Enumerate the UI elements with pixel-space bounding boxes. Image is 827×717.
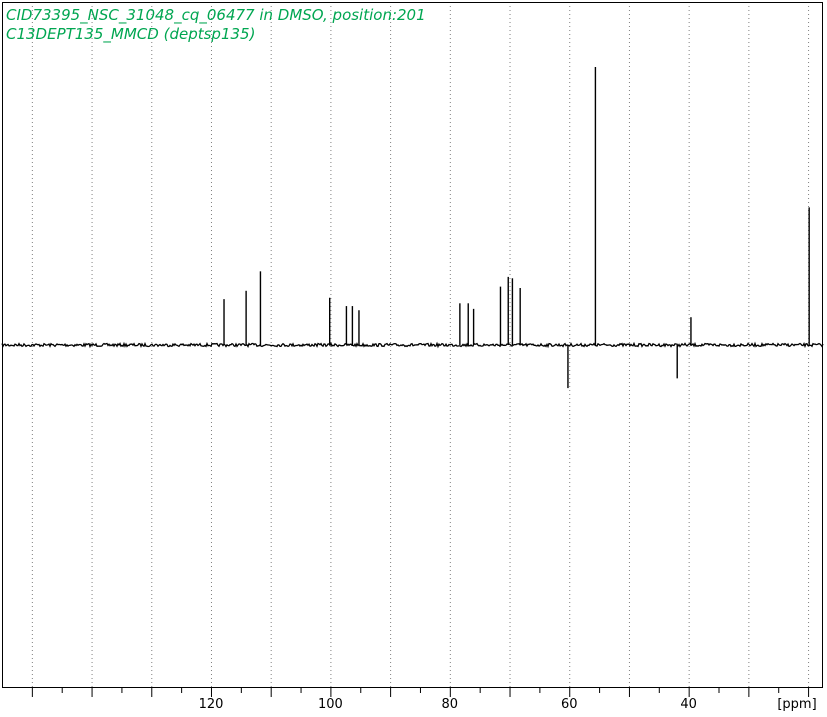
x-tick-label-80: 80 xyxy=(442,697,459,712)
spectrum-baseline xyxy=(1,341,824,349)
x-tick-label-120: 120 xyxy=(199,697,224,712)
plot-frame xyxy=(2,2,823,688)
x-tick-label-100: 100 xyxy=(318,697,343,712)
chart-title: CID73395_NSC_31048_cq_06477 in DMSO, pos… xyxy=(6,6,426,24)
x-tick-label-40: 40 xyxy=(680,697,697,712)
spectrum-trace xyxy=(1,67,824,389)
chart-subtitle: C13DEPT135_MMCD (deptsp135) xyxy=(6,25,256,43)
x-axis: 120 100 80 60 40 [ppm] xyxy=(31,688,817,712)
x-axis-label: [ppm] xyxy=(777,697,816,712)
x-tick-label-60: 60 xyxy=(561,697,578,712)
